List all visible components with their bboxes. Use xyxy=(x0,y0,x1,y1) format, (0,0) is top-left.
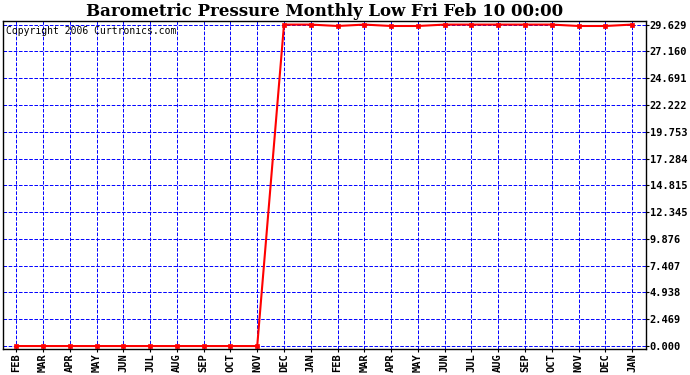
Title: Barometric Pressure Monthly Low Fri Feb 10 00:00: Barometric Pressure Monthly Low Fri Feb … xyxy=(86,3,563,20)
Text: Copyright 2006 Curtronics.com: Copyright 2006 Curtronics.com xyxy=(6,26,177,36)
